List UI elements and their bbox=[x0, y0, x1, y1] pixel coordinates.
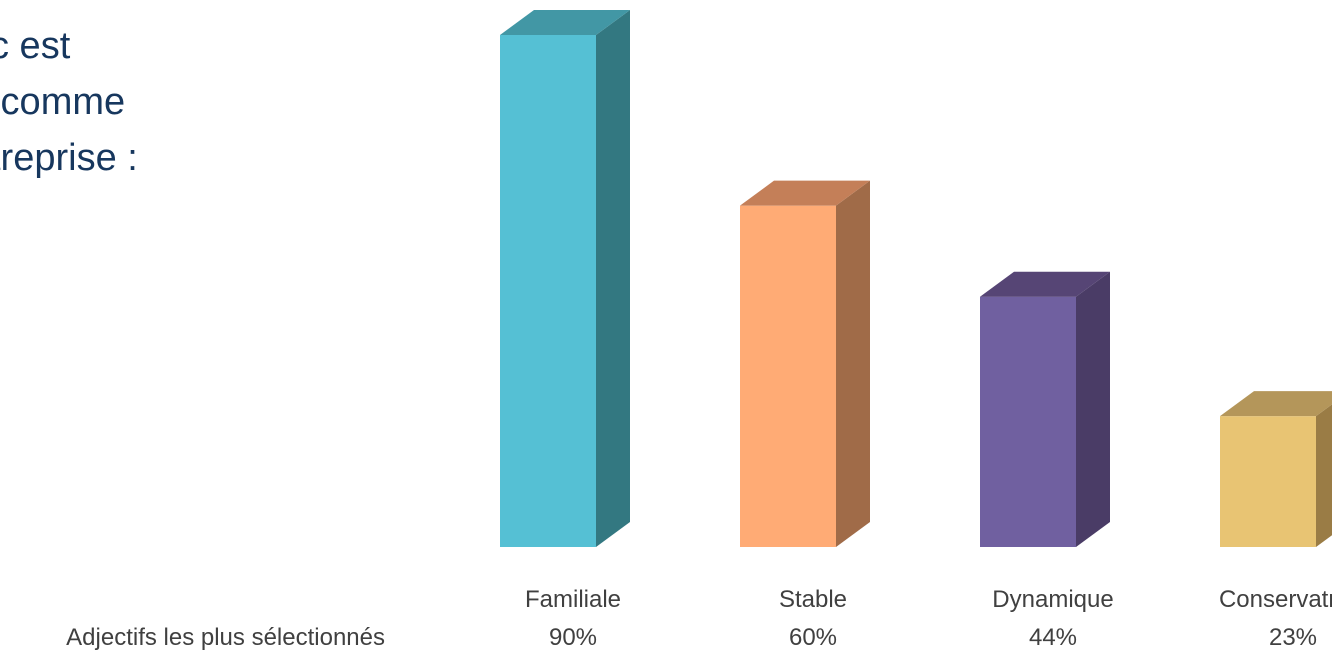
category-label: Dynamique bbox=[992, 586, 1113, 613]
bar-front bbox=[500, 35, 596, 547]
bar-top bbox=[500, 10, 630, 35]
bar-top bbox=[1220, 391, 1332, 417]
bar-front bbox=[980, 296, 1076, 547]
slide-title-line: treprise : bbox=[0, 137, 138, 179]
category-label: Conservatrice bbox=[1219, 586, 1332, 613]
value-label: 90% bbox=[549, 624, 597, 651]
bar-side bbox=[596, 10, 630, 547]
slide-title: c est comme treprise : bbox=[0, 18, 430, 186]
bar-front bbox=[740, 205, 836, 547]
row-label: Adjectifs les plus sélectionnés bbox=[66, 624, 385, 651]
value-label: 44% bbox=[1029, 624, 1077, 651]
bar-front bbox=[1220, 416, 1316, 547]
bar-side bbox=[1076, 271, 1110, 547]
bars-group bbox=[500, 10, 1332, 547]
value-label: 23% bbox=[1269, 624, 1317, 651]
bar-top bbox=[740, 180, 870, 206]
slide-title-line: comme bbox=[0, 81, 126, 123]
bar-top bbox=[980, 271, 1110, 297]
bar-side bbox=[836, 180, 870, 547]
value-label: 60% bbox=[789, 624, 837, 651]
labels-group: Familiale 90% Stable 60% Dynamique 44% Conserv… bbox=[66, 586, 1332, 651]
category-label: Stable bbox=[779, 586, 847, 613]
category-label: Familiale bbox=[525, 586, 621, 613]
bar-side bbox=[1316, 404, 1332, 547]
slide-title-line: c est bbox=[0, 25, 71, 67]
